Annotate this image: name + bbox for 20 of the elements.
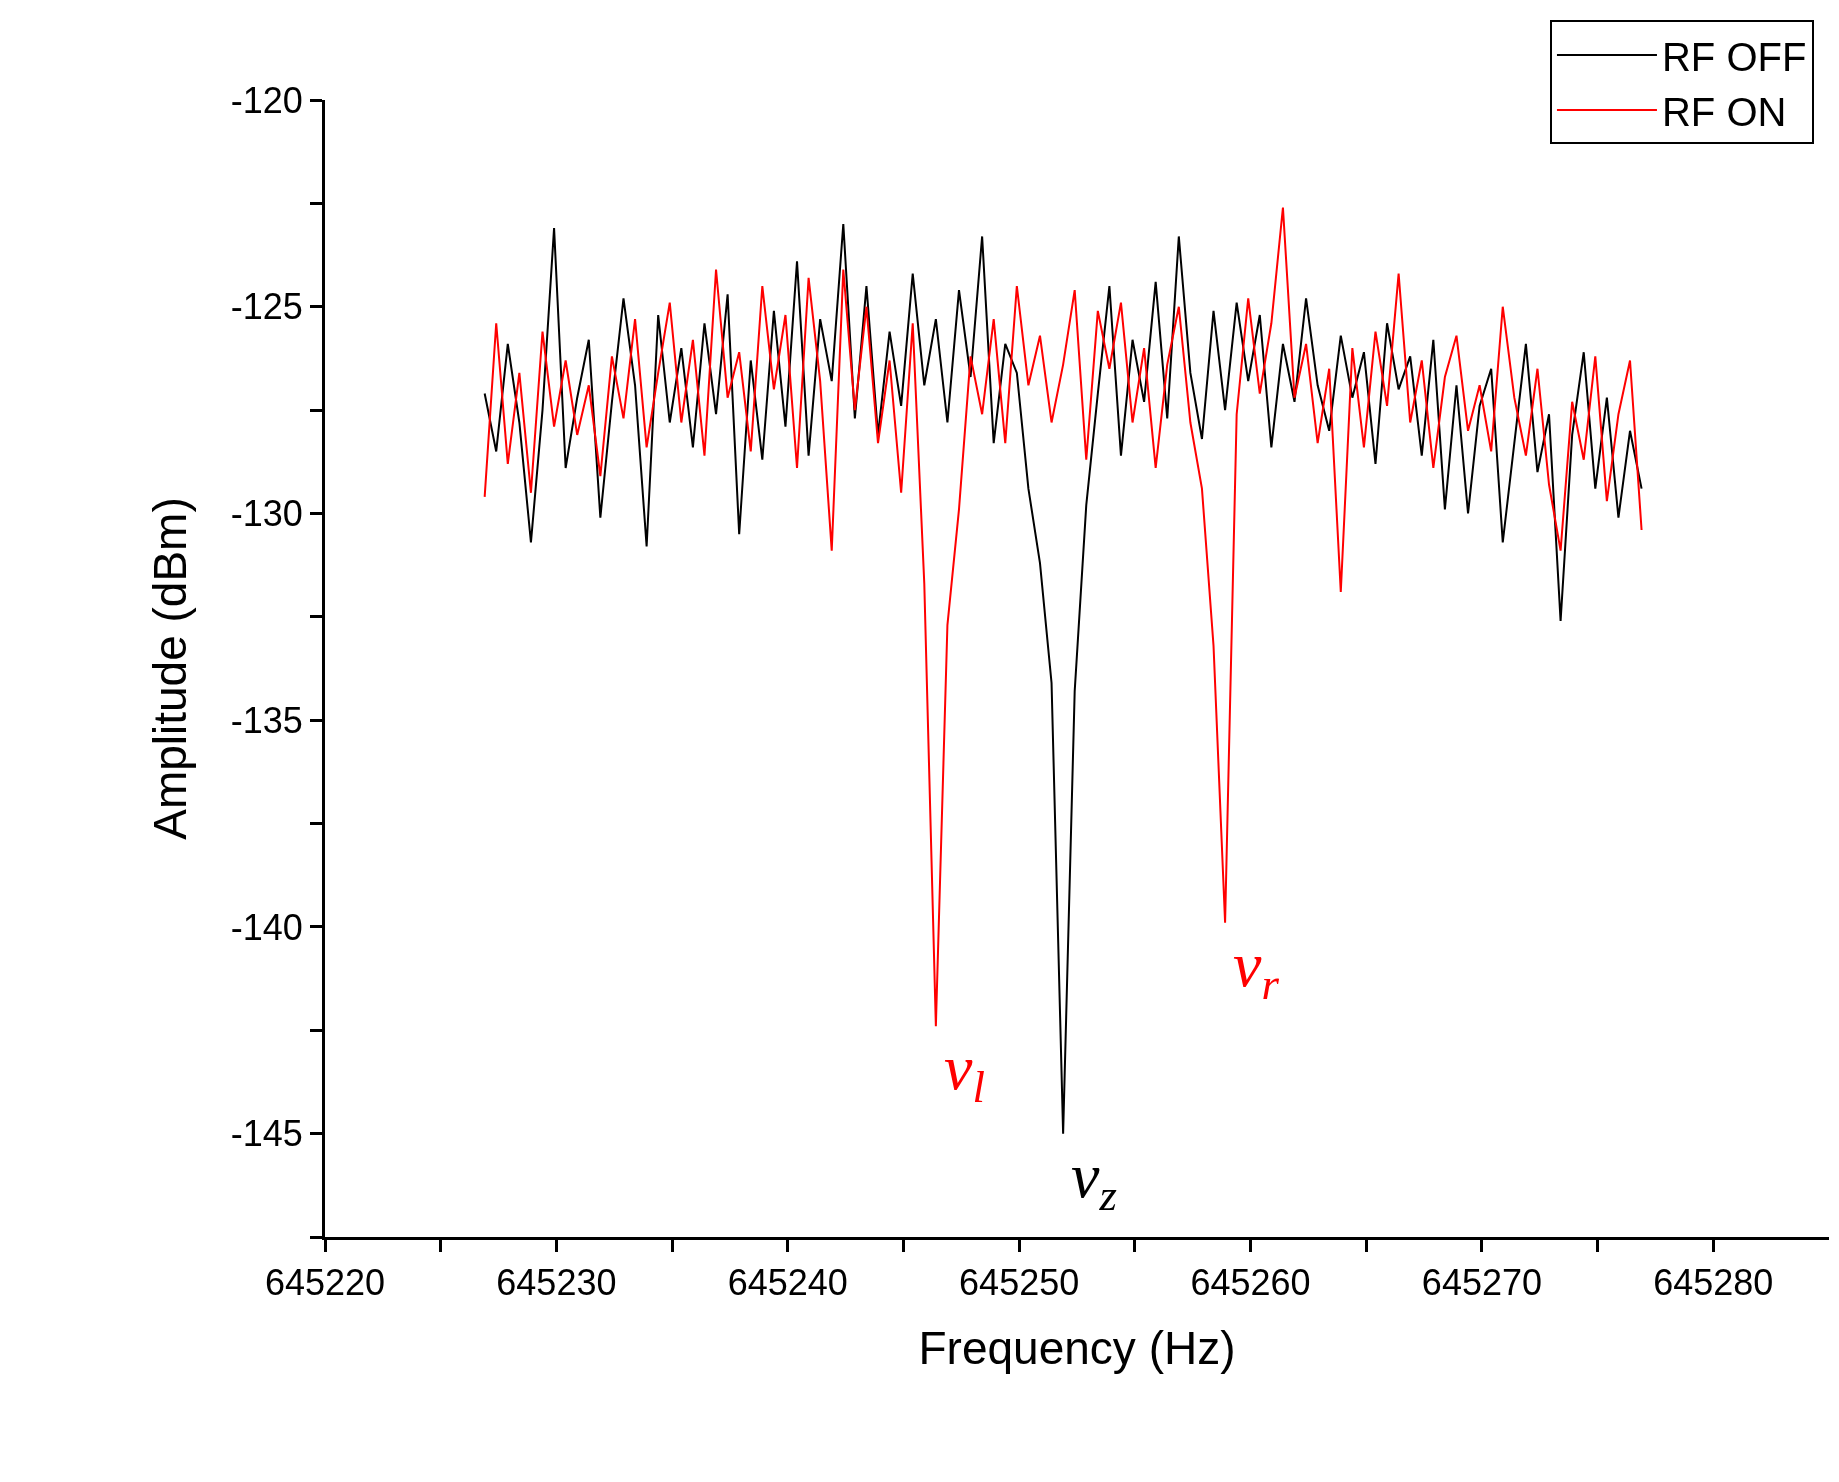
x-tick-label: 645240 (727, 1262, 848, 1304)
legend-label: RF ON (1661, 89, 1787, 134)
y-tick-label: -130 (230, 493, 303, 535)
annotation: ν$_{r}$ (1233, 929, 1280, 1010)
y-tick-label: -140 (230, 906, 303, 948)
y-axis-title: Amplitude (dBm) (144, 497, 197, 840)
x-tick-label: 645270 (1421, 1262, 1542, 1304)
x-tick-label: 645230 (496, 1262, 617, 1304)
x-tick-label: 645260 (1190, 1262, 1311, 1304)
x-tick-label: 645280 (1653, 1262, 1774, 1304)
annotation: ν$_{z}$ (1071, 1140, 1117, 1221)
y-tick-label: -145 (230, 1113, 303, 1155)
x-tick-label: 645250 (959, 1262, 1080, 1304)
y-tick-label: -135 (230, 699, 303, 741)
legend-label: RF OFF (1661, 34, 1807, 79)
x-tick-label: 645220 (264, 1262, 386, 1304)
y-tick-label: -120 (230, 79, 303, 121)
y-tick-label: -125 (230, 286, 303, 328)
x-axis-title: Frequency (Hz) (918, 1321, 1236, 1374)
annotation: ν$_{l}$ (944, 1032, 985, 1113)
